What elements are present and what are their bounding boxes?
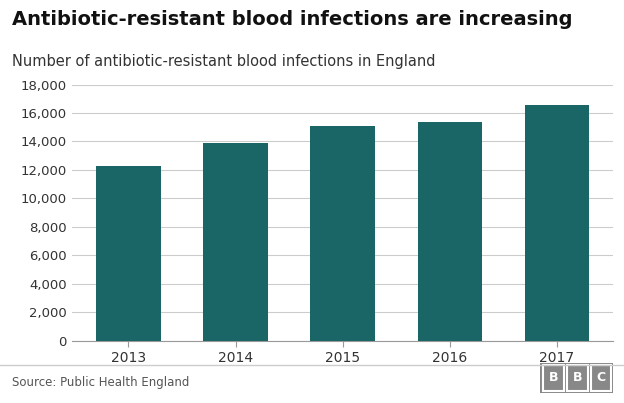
FancyBboxPatch shape [567,365,588,391]
Bar [417,122,482,341]
Bar [525,104,589,341]
Bar [311,126,374,341]
Text: B: B [549,371,558,384]
FancyBboxPatch shape [544,365,564,391]
FancyBboxPatch shape [590,365,611,391]
Text: Antibiotic-resistant blood infections are increasing: Antibiotic-resistant blood infections ar… [12,10,573,29]
Text: Source: Public Health England: Source: Public Health England [12,376,190,388]
Bar [96,166,160,341]
Text: C: C [597,371,605,384]
Bar [203,143,268,341]
Text: B: B [573,371,582,384]
Text: Number of antibiotic-resistant blood infections in England: Number of antibiotic-resistant blood inf… [12,54,436,69]
